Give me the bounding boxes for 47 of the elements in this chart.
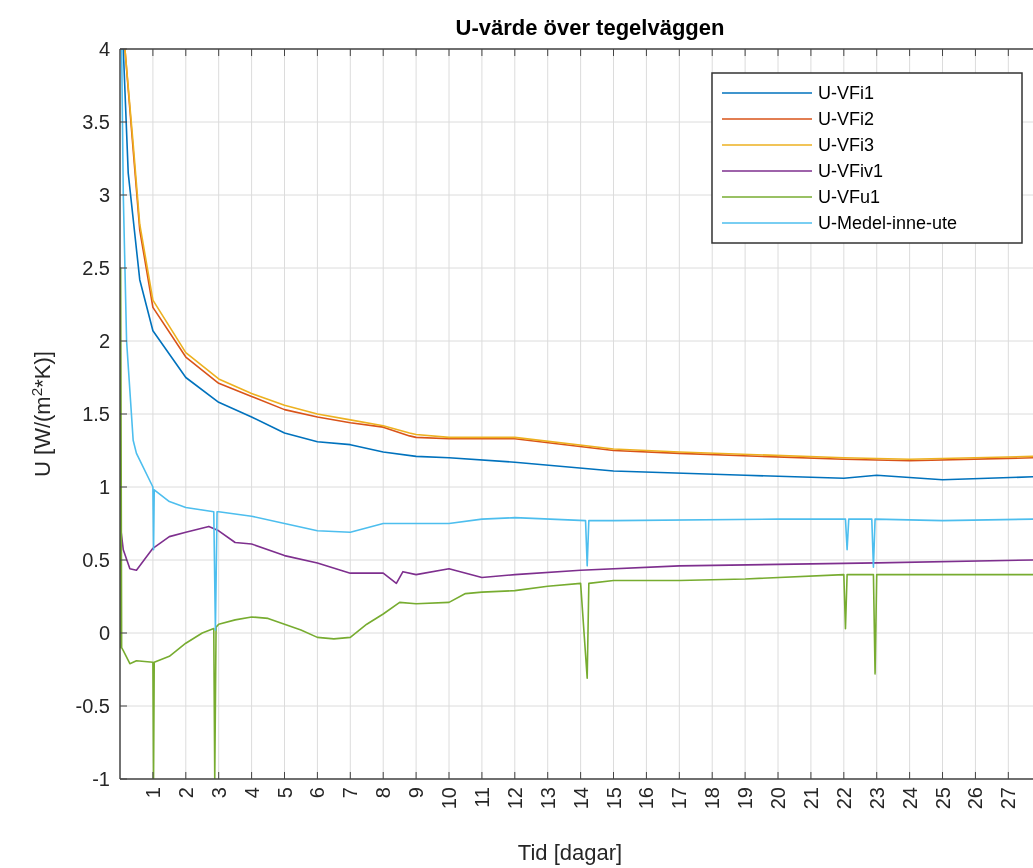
y-tick-label: 3	[98, 184, 110, 206]
x-tick-label: 7	[339, 787, 362, 799]
x-tick-label: 18	[701, 787, 724, 810]
y-tick-label: 3.5	[82, 111, 110, 133]
legend-label: U-Medel-inne-ute	[818, 213, 958, 233]
x-tick-label: 27	[997, 787, 1020, 810]
x-tick-label: 5	[273, 787, 296, 799]
x-tick-label: 23	[865, 787, 888, 810]
x-tick-label: 21	[799, 787, 822, 810]
y-tick-label: 2	[98, 330, 110, 352]
x-tick-label: 16	[635, 787, 658, 810]
legend-label: U-VFi3	[818, 135, 875, 155]
legend-label: U-VFu1	[818, 187, 881, 207]
x-tick-label: 4	[240, 787, 263, 799]
x-tick-label: 2	[174, 787, 197, 799]
x-tick-label: 1	[141, 787, 164, 799]
x-tick-label: 11	[470, 787, 493, 808]
y-tick-label: 0.5	[82, 549, 110, 571]
x-tick-label: 24	[898, 787, 921, 810]
x-tick-label: 26	[964, 787, 987, 810]
x-tick-label: 15	[602, 787, 625, 810]
x-tick-label: 20	[767, 787, 790, 810]
x-tick-label: 17	[668, 787, 691, 810]
line-series	[120, 525, 1033, 585]
x-axis-title: Tid [dagar]	[517, 840, 623, 865]
y-tick-label: 0	[98, 622, 110, 644]
y-tick-label: 4	[98, 38, 110, 60]
x-tick-label: 19	[734, 787, 757, 810]
y-tick-label: -0.5	[75, 695, 110, 717]
x-tick-label: 22	[832, 787, 855, 810]
y-tick-label: 2.5	[82, 257, 110, 279]
y-tick-label: 1	[98, 476, 110, 498]
legend-label: U-VFi2	[818, 109, 875, 129]
legend-label: U-VFi1	[818, 83, 875, 103]
x-tick-label: 9	[405, 787, 428, 799]
chart-title: U-värde över tegelväggen	[455, 15, 725, 40]
x-tick-label: 12	[503, 787, 526, 810]
y-tick-label: 1.5	[82, 403, 110, 425]
legend-label: U-VFiv1	[818, 161, 884, 181]
x-tick-label: 14	[569, 787, 592, 810]
x-tick-label: 25	[931, 787, 954, 810]
y-tick-label: -1	[92, 768, 110, 790]
x-tick-label: 13	[536, 787, 559, 810]
x-tick-label: 3	[207, 787, 230, 799]
x-tick-label: 8	[372, 787, 395, 799]
x-tick-label: 6	[306, 787, 329, 799]
x-tick-label: 10	[438, 787, 461, 810]
